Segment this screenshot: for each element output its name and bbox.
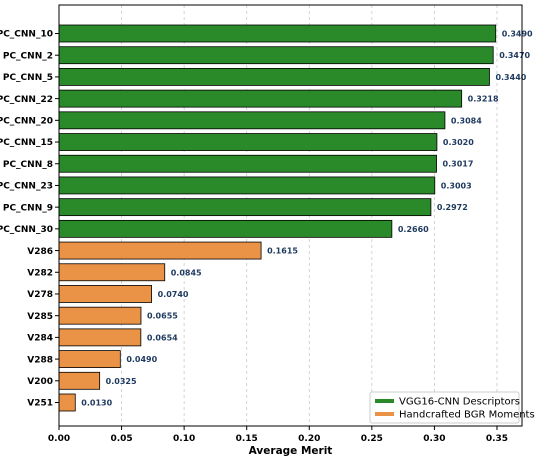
category-label: PC_CNN_22: [0, 95, 53, 105]
category-label: PC_CNN_20: [0, 117, 53, 127]
x-tick-label: 0.15: [236, 434, 258, 444]
category-label: V284: [27, 334, 53, 344]
x-tick-label: 0.00: [48, 434, 70, 444]
value-label: 0.0740: [158, 290, 189, 299]
value-label: 0.3218: [468, 95, 499, 104]
bar: [58, 198, 432, 217]
legend: VGG16-CNN Descriptors Handcrafted BGR Mo…: [369, 391, 535, 424]
value-label: 0.3020: [443, 138, 474, 147]
bar: [58, 306, 142, 325]
plot-frame: [58, 4, 523, 427]
category-label: PC_CNN_5: [3, 73, 53, 83]
value-label: 0.3440: [495, 73, 526, 82]
legend-box: [369, 391, 520, 424]
x-tick-label: 0.25: [361, 434, 383, 444]
value-label: 0.1615: [267, 247, 298, 256]
bar: [58, 154, 437, 173]
value-label: 0.3490: [502, 30, 533, 39]
category-label: PC_CNN_10: [0, 30, 53, 40]
legend-label-cnn: VGG16-CNN Descriptors: [399, 397, 520, 408]
x-tick-labels: 0.00 0.05 0.10 0.15 0.20 0.25 0.30 0.35: [48, 426, 508, 444]
bar: [58, 68, 490, 86]
value-label: 0.3003: [441, 181, 472, 190]
bar: [58, 219, 393, 238]
value-label: 0.0655: [147, 312, 178, 321]
category-label: PC_CNN_8: [3, 160, 53, 170]
value-label: 0.0130: [81, 399, 112, 408]
bars: [58, 24, 497, 412]
value-label: 0.3084: [451, 116, 482, 125]
bar: [58, 133, 438, 151]
bar: [58, 350, 121, 368]
category-label: PC_CNN_2: [3, 51, 53, 61]
value-label: 0.0654: [147, 333, 178, 342]
category-label: PC_CNN_30: [0, 225, 53, 235]
x-tick-label: 0.35: [486, 434, 508, 444]
value-label: 0.0845: [171, 268, 202, 277]
bar: [58, 111, 446, 130]
bar: [58, 328, 142, 347]
value-label: 0.2972: [437, 203, 468, 212]
category-label: V288: [27, 355, 53, 365]
value-label: 0.3017: [443, 160, 474, 169]
category-label: V200: [27, 377, 53, 387]
category-label: V278: [27, 290, 53, 300]
bar: [58, 285, 152, 303]
value-label: 0.0325: [106, 377, 137, 386]
category-label: V251: [27, 399, 53, 409]
x-tick-label: 0.05: [110, 434, 132, 444]
x-tick-label: 0.30: [423, 434, 445, 444]
x-tick-label: 0.10: [173, 434, 195, 444]
bar: [58, 393, 76, 412]
x-axis-title: Average Merit: [249, 445, 333, 457]
bar: [58, 176, 436, 195]
category-labels: PC_CNN_10 PC_CNN_2 PC_CNN_5 PC_CNN_22 PC_CNN…: [0, 30, 59, 409]
category-label: V285: [27, 312, 53, 322]
category-label: V282: [27, 268, 53, 278]
bar: [58, 46, 494, 65]
x-tick-label: 0.20: [298, 434, 320, 444]
category-label: PC_CNN_9: [3, 203, 53, 213]
bar: [58, 241, 262, 260]
bar: [58, 89, 463, 108]
bar: [58, 24, 497, 43]
category-label: V286: [27, 247, 53, 257]
bar: [58, 263, 166, 282]
bar: [58, 371, 101, 390]
value-label: 0.2660: [398, 225, 429, 234]
value-label: 0.3470: [499, 51, 530, 60]
category-label: PC_CNN_15: [0, 138, 53, 148]
value-label: 0.0490: [126, 355, 157, 364]
legend-label-bgr: Handcrafted BGR Moments: [399, 410, 535, 421]
value-labels: 0.3490 0.3470 0.3440 0.3218 0.3084 0.3020 0.30…: [81, 30, 533, 408]
category-label: PC_CNN_23: [0, 182, 53, 192]
